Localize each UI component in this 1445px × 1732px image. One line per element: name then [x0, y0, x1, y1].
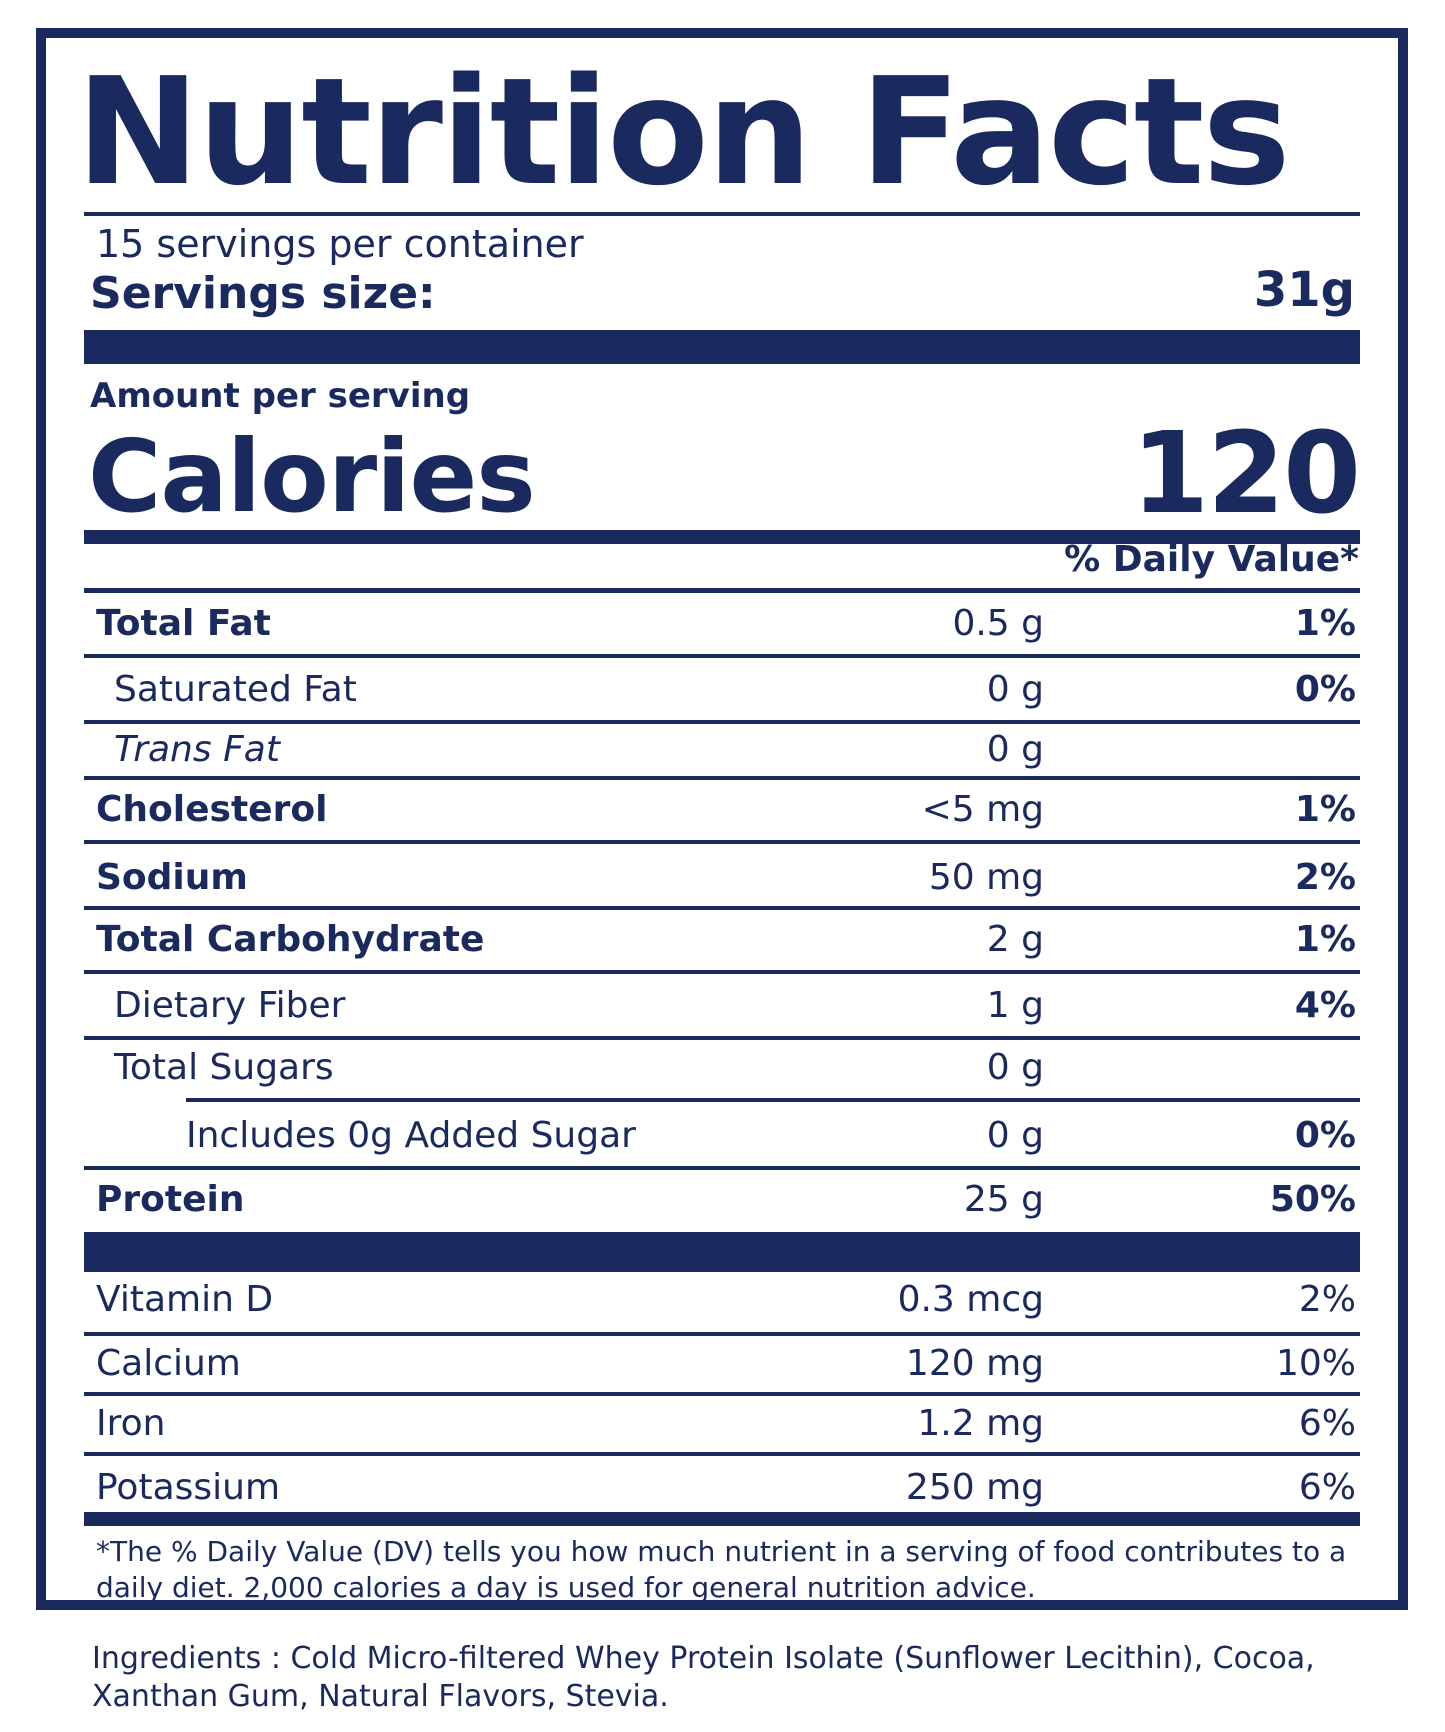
- nutrient-row-protein: Protein 25 g 50%: [84, 1170, 1360, 1228]
- row-divider: [84, 1166, 1360, 1170]
- vitamin-row-calcium: Calcium 120 mg 10%: [84, 1334, 1360, 1392]
- calories-label: Calories: [88, 418, 536, 535]
- amount-per-serving: Amount per serving: [90, 376, 471, 416]
- nutrient-name: Protein: [96, 1179, 245, 1220]
- row-divider: [84, 720, 1360, 724]
- nutrient-dv: 0%: [1294, 1115, 1356, 1156]
- vitamin-name: Calcium: [96, 1343, 241, 1384]
- row-divider: [84, 1332, 1360, 1336]
- serving-size-label: Servings size:: [90, 268, 436, 319]
- dv-header-rule: [84, 588, 1360, 593]
- nutrient-amount: <5 mg: [921, 789, 1044, 830]
- row-divider: [84, 1392, 1360, 1396]
- daily-value-header: % Daily Value*: [1064, 539, 1359, 580]
- nutrient-name: Total Sugars: [114, 1047, 334, 1088]
- nutrient-row-total-carbohydrate: Total Carbohydrate 2 g 1%: [84, 910, 1360, 968]
- nutrient-amount: 0 g: [986, 1115, 1044, 1156]
- nutrient-name: Includes 0g Added Sugar: [186, 1115, 636, 1156]
- row-divider: [84, 1036, 1360, 1040]
- vitamin-name: Iron: [96, 1403, 166, 1444]
- row-divider: [84, 970, 1360, 974]
- label-title: Nutrition Facts: [76, 46, 1291, 218]
- servings-per-container: 15 servings per container: [96, 222, 584, 266]
- nutrient-amount: 0.5 g: [952, 603, 1044, 644]
- nutrient-amount: 2 g: [986, 919, 1044, 960]
- serving-size-value: 31g: [1253, 262, 1355, 318]
- row-divider: [84, 1452, 1360, 1456]
- vitamin-name: Potassium: [96, 1467, 281, 1508]
- thick-rule-vitamins: [84, 1232, 1360, 1272]
- nutrient-row-added-sugar: Includes 0g Added Sugar 0 g 0%: [84, 1106, 1360, 1164]
- nutrient-row-dietary-fiber: Dietary Fiber 1 g 4%: [84, 976, 1360, 1034]
- nutrient-amount: 50 mg: [928, 857, 1044, 898]
- vitamin-amount: 0.3 mcg: [897, 1279, 1044, 1320]
- row-divider: [84, 840, 1360, 844]
- nutrient-dv: 1%: [1294, 603, 1356, 644]
- nutrient-row-total-sugars: Total Sugars 0 g: [84, 1038, 1360, 1096]
- nutrient-name: Total Carbohydrate: [96, 919, 485, 960]
- nutrient-dv: 1%: [1294, 919, 1356, 960]
- nutrient-amount: 0 g: [986, 729, 1044, 770]
- thick-rule-top: [84, 330, 1360, 364]
- vitamin-dv: 10%: [1275, 1343, 1356, 1384]
- nutrient-amount: 0 g: [986, 669, 1044, 710]
- nutrient-name: Cholesterol: [96, 789, 328, 830]
- row-divider: [84, 906, 1360, 910]
- vitamin-dv: 6%: [1298, 1467, 1356, 1508]
- nutrient-name: Dietary Fiber: [114, 985, 346, 1026]
- nutrient-row-trans-fat: Trans Fat 0 g: [84, 720, 1360, 778]
- nutrient-row-total-fat: Total Fat 0.5 g 1%: [84, 594, 1360, 652]
- vitamin-row-potassium: Potassium 250 mg 6%: [84, 1458, 1360, 1516]
- nutrient-name: Saturated Fat: [114, 669, 357, 710]
- title-rule: [84, 212, 1360, 216]
- nutrient-name: Total Fat: [96, 603, 271, 644]
- vitamin-row-iron: Iron 1.2 mg 6%: [84, 1394, 1360, 1452]
- nutrient-dv: 50%: [1269, 1179, 1356, 1220]
- vitamin-amount: 250 mg: [905, 1467, 1044, 1508]
- nutrient-amount: 0 g: [986, 1047, 1044, 1088]
- vitamin-row-vitamin-d: Vitamin D 0.3 mcg 2%: [84, 1270, 1360, 1328]
- vitamin-name: Vitamin D: [96, 1279, 274, 1320]
- nutrient-dv: 0%: [1294, 669, 1356, 710]
- nutrition-label-frame: [36, 28, 1408, 1610]
- calories-value: 120: [1131, 409, 1361, 539]
- nutrient-dv: 4%: [1294, 985, 1356, 1026]
- vitamin-amount: 1.2 mg: [917, 1403, 1044, 1444]
- row-divider: [84, 776, 1360, 780]
- daily-value-footnote: *The % Daily Value (DV) tells you how mu…: [96, 1535, 1347, 1604]
- vitamin-amount: 120 mg: [905, 1343, 1044, 1384]
- nutrient-dv: 2%: [1294, 857, 1356, 898]
- row-divider: [186, 1098, 1360, 1102]
- nutrient-row-sodium: Sodium 50 mg 2%: [84, 848, 1360, 906]
- vitamin-dv: 2%: [1298, 1279, 1356, 1320]
- nutrient-name: Sodium: [96, 857, 248, 898]
- ingredients-list: Ingredients : Cold Micro-filtered Whey P…: [92, 1641, 1315, 1714]
- thick-rule-footnote: [84, 1512, 1360, 1526]
- nutrient-row-saturated-fat: Saturated Fat 0 g 0%: [84, 660, 1360, 718]
- nutrient-row-cholesterol: Cholesterol <5 mg 1%: [84, 780, 1360, 838]
- vitamin-dv: 6%: [1298, 1403, 1356, 1444]
- nutrient-amount: 25 g: [963, 1179, 1044, 1220]
- calories-rule: [84, 530, 1360, 544]
- nutrient-name: Trans Fat: [114, 729, 280, 770]
- row-divider: [84, 654, 1360, 658]
- nutrient-dv: 1%: [1294, 789, 1356, 830]
- nutrient-amount: 1 g: [986, 985, 1044, 1026]
